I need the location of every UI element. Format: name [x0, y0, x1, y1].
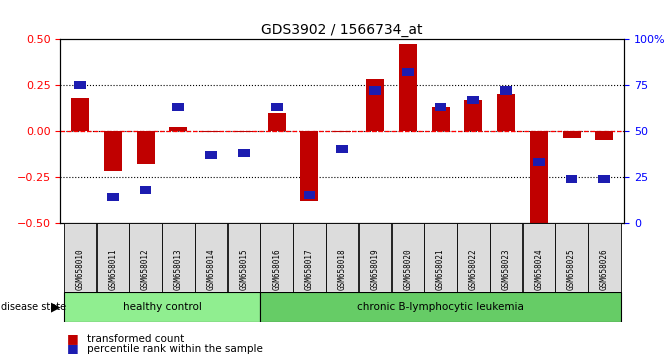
Bar — [500, 86, 512, 95]
Title: GDS3902 / 1566734_at: GDS3902 / 1566734_at — [262, 23, 423, 36]
Bar — [195, 223, 227, 292]
Bar — [359, 223, 391, 292]
Text: GSM658013: GSM658013 — [174, 249, 183, 290]
Bar — [71, 98, 89, 131]
Bar — [268, 113, 286, 131]
Text: GSM658017: GSM658017 — [305, 249, 314, 290]
Bar — [238, 149, 250, 157]
Bar — [260, 292, 621, 322]
Bar — [490, 223, 522, 292]
Bar — [556, 223, 588, 292]
Bar — [235, 131, 253, 132]
Bar — [468, 96, 479, 104]
Bar — [369, 86, 381, 95]
Text: GSM658020: GSM658020 — [403, 249, 412, 290]
Bar — [523, 223, 555, 292]
Bar — [271, 103, 282, 111]
Bar — [333, 131, 351, 132]
Bar — [399, 45, 417, 131]
Bar — [162, 223, 195, 292]
Bar — [530, 131, 548, 223]
Text: GSM658014: GSM658014 — [207, 249, 215, 290]
Bar — [107, 193, 119, 201]
Bar — [435, 103, 446, 111]
Bar — [366, 79, 384, 131]
Text: transformed count: transformed count — [87, 334, 185, 344]
Bar — [392, 223, 424, 292]
Text: GSM658021: GSM658021 — [436, 249, 445, 290]
Bar — [130, 223, 162, 292]
Bar — [301, 131, 319, 201]
Bar — [227, 223, 260, 292]
Bar — [140, 186, 152, 194]
Bar — [293, 223, 325, 292]
Text: GSM658018: GSM658018 — [338, 249, 347, 290]
Text: ▶: ▶ — [51, 301, 60, 314]
Text: GSM658012: GSM658012 — [141, 249, 150, 290]
Text: GSM658015: GSM658015 — [240, 249, 248, 290]
Text: ■: ■ — [67, 342, 79, 354]
Text: healthy control: healthy control — [123, 302, 201, 312]
Bar — [74, 81, 86, 89]
Text: GSM658025: GSM658025 — [567, 249, 576, 290]
Bar — [464, 100, 482, 131]
Bar — [497, 94, 515, 131]
Text: ■: ■ — [67, 332, 79, 344]
Bar — [457, 223, 490, 292]
Bar — [562, 131, 580, 138]
Bar — [303, 192, 315, 199]
Bar — [533, 158, 545, 166]
Bar — [424, 223, 457, 292]
Bar — [336, 145, 348, 153]
Bar — [169, 127, 187, 131]
Text: disease state: disease state — [1, 302, 66, 312]
Text: GSM658019: GSM658019 — [370, 249, 380, 290]
Text: GSM658022: GSM658022 — [469, 249, 478, 290]
Bar — [431, 107, 450, 131]
Bar — [137, 131, 154, 164]
Bar — [588, 223, 621, 292]
Text: percentile rank within the sample: percentile rank within the sample — [87, 344, 263, 354]
Bar — [104, 131, 122, 171]
Bar — [402, 68, 413, 76]
Text: GSM658010: GSM658010 — [76, 249, 85, 290]
Bar — [260, 223, 293, 292]
Bar — [64, 223, 96, 292]
Bar — [595, 131, 613, 140]
Text: GSM658024: GSM658024 — [534, 249, 544, 290]
Text: GSM658023: GSM658023 — [501, 249, 511, 290]
Text: GSM658011: GSM658011 — [108, 249, 117, 290]
Bar — [172, 103, 185, 111]
Bar — [599, 175, 610, 183]
Text: chronic B-lymphocytic leukemia: chronic B-lymphocytic leukemia — [357, 302, 524, 312]
Text: GSM658026: GSM658026 — [600, 249, 609, 290]
Bar — [205, 151, 217, 159]
Bar — [202, 131, 220, 132]
Bar — [326, 223, 358, 292]
Bar — [64, 292, 260, 322]
Bar — [566, 175, 578, 183]
Bar — [97, 223, 129, 292]
Text: GSM658016: GSM658016 — [272, 249, 281, 290]
